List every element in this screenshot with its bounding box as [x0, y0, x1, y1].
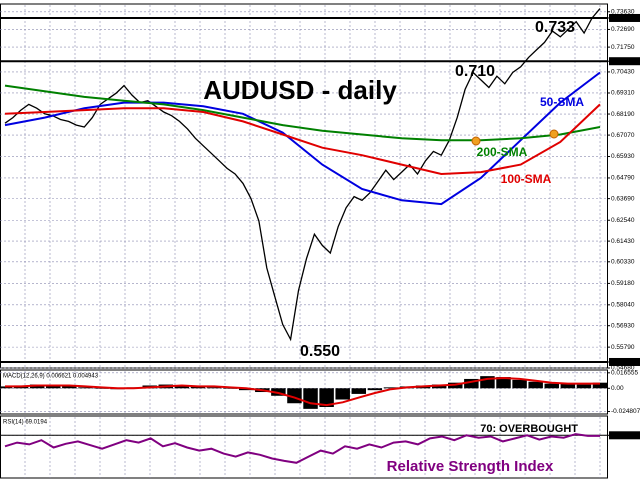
series-line — [4, 103, 601, 176]
panel-title: MACD(12,26,9) 0.006621 0.004943 — [3, 374, 99, 380]
histogram-bar — [496, 377, 511, 389]
histogram-bar — [335, 388, 350, 400]
histogram-bar — [62, 386, 77, 389]
panel-frame — [0, 369, 608, 415]
histogram-bar — [78, 387, 93, 389]
y-tick-label: 0.64790 — [611, 175, 635, 182]
histogram-bar — [367, 388, 383, 391]
panel-subtitle: Relative Strength Index — [387, 458, 554, 475]
tick-highlight — [609, 13, 640, 22]
histogram-bar — [46, 385, 61, 389]
histogram-bar — [544, 383, 559, 389]
histogram-bar — [512, 379, 527, 389]
y-tick-label: 0.67070 — [611, 132, 635, 139]
y-tick-label: 0.59180 — [611, 280, 635, 287]
series-line — [4, 84, 601, 142]
histogram-bar — [560, 383, 576, 389]
y-tick-label: 0.56930 — [611, 322, 635, 329]
y-tick-label: 0.60330 — [611, 259, 635, 266]
y-tick-label: 0.68190 — [611, 111, 635, 118]
y-tick-label: -0.024807 — [611, 408, 640, 415]
panel-title: RSI(14) 69.0194 — [3, 420, 48, 426]
y-tick-label: 0.62540 — [611, 217, 635, 224]
histogram-bar — [222, 388, 238, 389]
crossover-marker — [549, 129, 559, 139]
series-label: 50-SMA — [540, 95, 584, 109]
histogram-bar — [174, 385, 190, 389]
tick-highlight — [609, 431, 640, 440]
tick-highlight — [609, 57, 640, 66]
histogram-bar — [351, 388, 367, 394]
y-tick-label: 0.73300 — [611, 15, 635, 22]
level-label: 0.733 — [535, 19, 575, 36]
y-tick-label: 0.58040 — [611, 302, 635, 309]
y-tick-label: 0.72690 — [611, 26, 635, 33]
histogram-bar — [592, 382, 608, 389]
histogram-bar — [206, 387, 222, 389]
histogram-bar — [319, 388, 334, 407]
y-tick-label: 0.63690 — [611, 195, 635, 202]
histogram-bar — [464, 378, 479, 389]
histogram-bar — [576, 384, 592, 389]
histogram-bar — [94, 388, 109, 389]
y-tick-label: 0.65930 — [611, 153, 635, 160]
tick-highlight — [609, 357, 640, 366]
series-line — [4, 433, 600, 464]
series-label: 200-SMA — [477, 145, 528, 159]
y-tick-label: 0.69310 — [611, 90, 635, 97]
series-label: 100-SMA — [501, 172, 552, 186]
y-tick-label: 0.70430 — [611, 69, 635, 76]
histogram-bar — [383, 387, 399, 389]
histogram-bar — [303, 388, 318, 409]
y-tick-label: 0.00 — [611, 385, 624, 392]
histogram-bar — [528, 381, 543, 389]
y-tick-label: 0.71750 — [611, 44, 635, 51]
y-tick-label: 0.016555 — [611, 370, 638, 377]
series-line — [4, 71, 601, 206]
series-line — [4, 8, 601, 342]
y-tick-label: 0.73630 — [611, 8, 635, 15]
panel-frame — [0, 415, 608, 479]
level-label: 0.550 — [300, 343, 340, 360]
level-label: 70: OVERBOUGHT — [480, 423, 578, 435]
y-tick-label: 0.71000 — [611, 58, 635, 65]
crossover-marker — [471, 136, 481, 146]
y-tick-label: 0.55000 — [611, 359, 635, 366]
level-label: 0.710 — [455, 63, 495, 80]
y-tick-label: 70.00000 — [611, 432, 638, 439]
series-line — [5, 376, 600, 407]
chart-title: AUDUSD - daily — [203, 75, 397, 105]
y-tick-label: 0.54680 — [611, 365, 635, 372]
y-tick-label: 0.55790 — [611, 344, 635, 351]
y-tick-label: 0.61430 — [611, 238, 635, 245]
